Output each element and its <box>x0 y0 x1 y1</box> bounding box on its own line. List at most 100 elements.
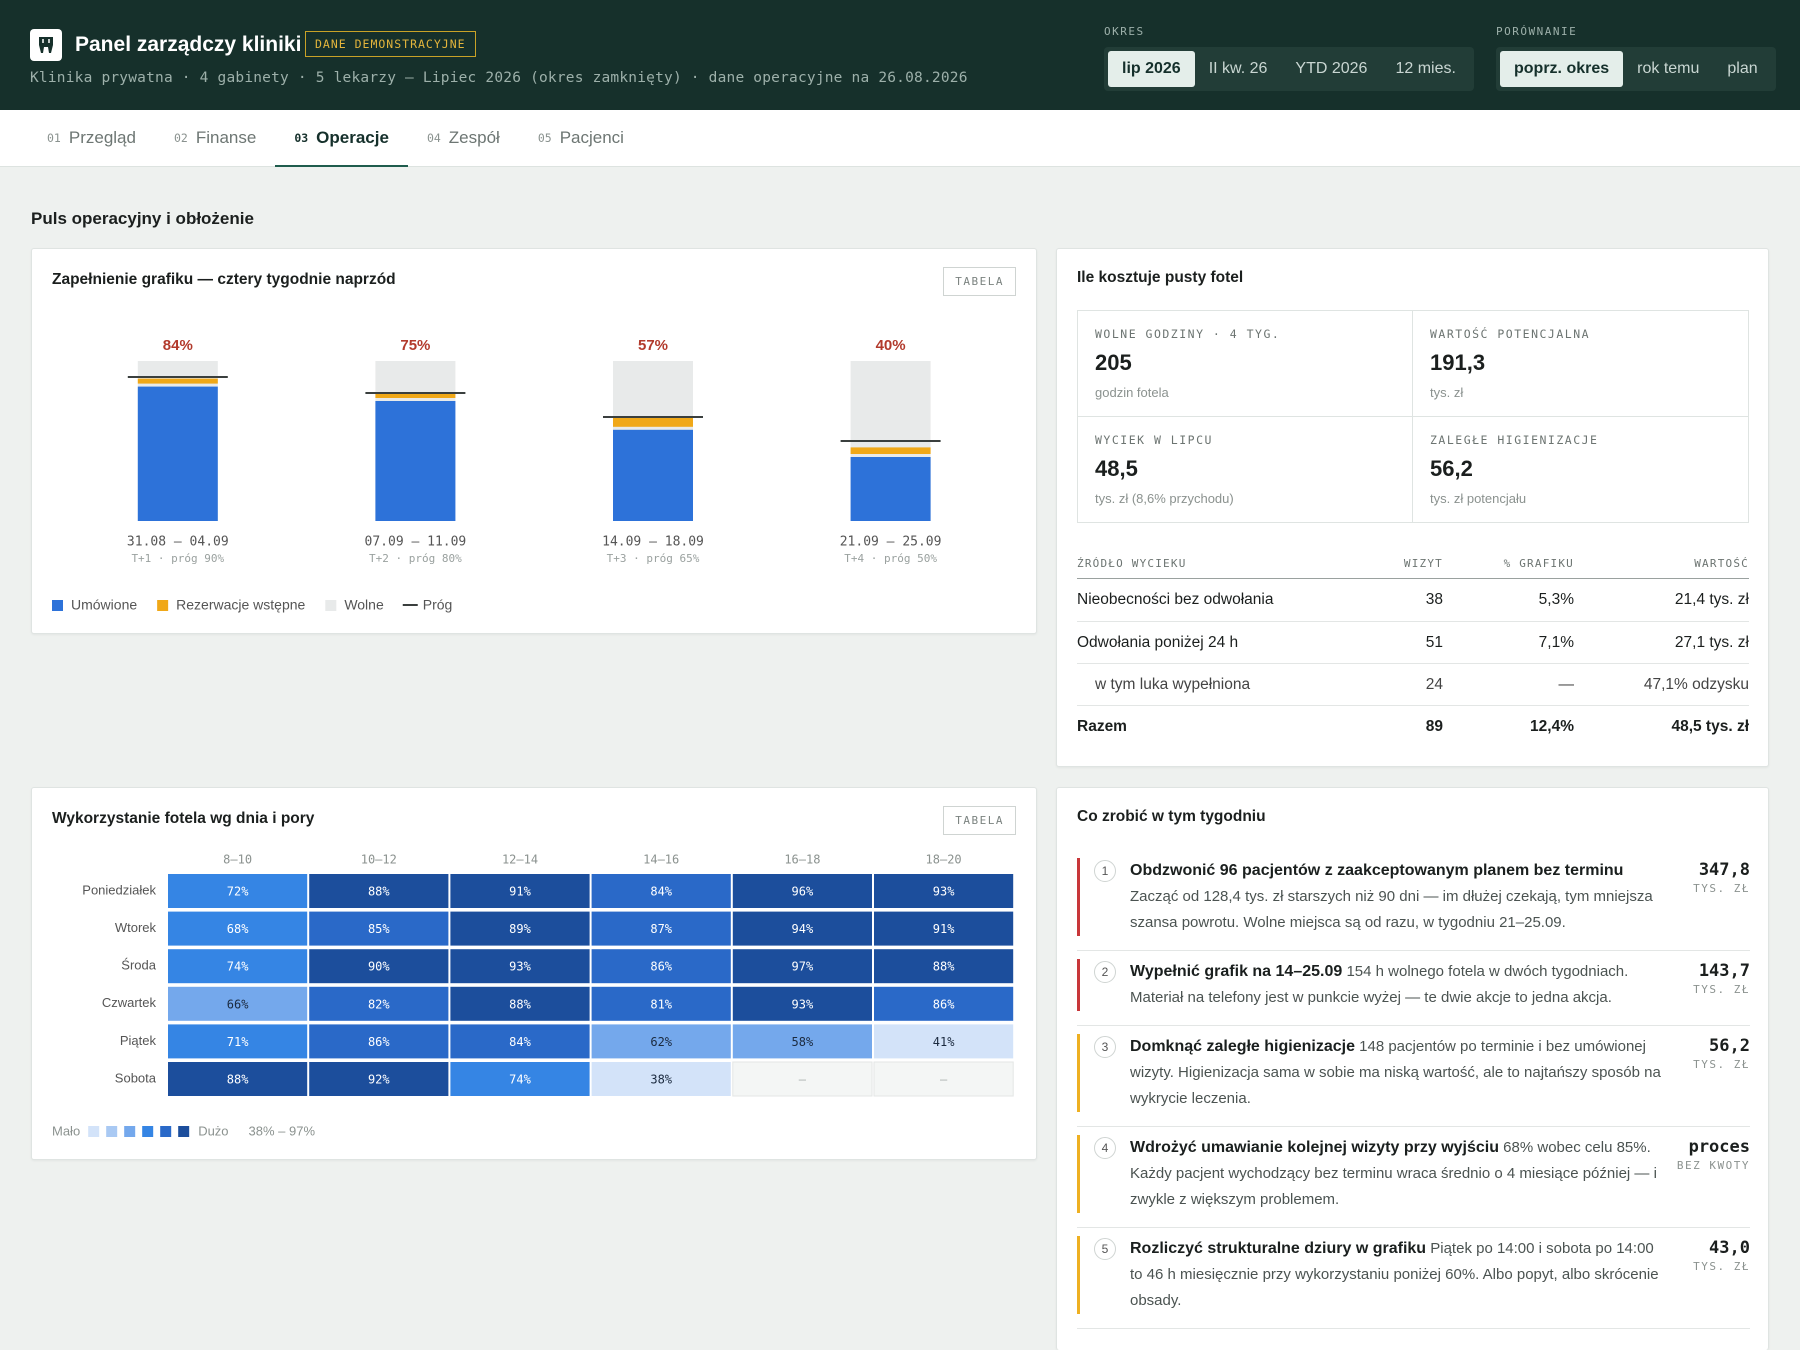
option[interactable]: YTD 2026 <box>1281 51 1381 87</box>
cell-label: 88% <box>509 997 531 1011</box>
tab[interactable]: 01 Przegląd <box>28 110 155 167</box>
table-cell: — <box>1558 675 1575 693</box>
priority-bar <box>1077 1034 1080 1112</box>
table-row: w tym luka wypełniona 24 — 47,1% odzysku <box>1077 663 1749 705</box>
heatmap-cell <box>309 949 449 984</box>
heatmap-cell <box>168 1024 308 1059</box>
option[interactable]: plan <box>1713 51 1771 87</box>
action-amount: 56,2 TYS. ZŁ <box>1668 1034 1750 1112</box>
title: Panel zarządczy kliniki <box>75 33 302 56</box>
table-cell: 89 <box>1425 717 1443 735</box>
cell-label: 85% <box>368 922 390 936</box>
cell-label: 84% <box>650 885 672 899</box>
cell-label: 89% <box>509 922 531 936</box>
amount-value: 143,7 <box>1698 961 1750 981</box>
heatmap-cell <box>591 911 731 946</box>
legend-swatch <box>52 600 63 611</box>
tab-number: 04 <box>426 130 441 145</box>
cell-label: 88% <box>227 1073 249 1087</box>
legend-swatch <box>160 1126 172 1137</box>
option[interactable]: 12 mies. <box>1381 51 1469 87</box>
booked-bar <box>375 401 456 521</box>
amount-value: proces <box>1688 1137 1750 1157</box>
kpi-unit: tys. zł (8,6% przychodu) <box>1095 491 1234 506</box>
table-cell: 7,1% <box>1538 633 1574 651</box>
tabs: 01 Przegląd 02 Finanse 03 Operacje 04 Zespół 05 P… <box>0 110 1800 167</box>
kpi-unit: tys. zł <box>1430 385 1464 400</box>
amount-value: 43,0 <box>1709 1238 1750 1258</box>
cell-label: 86% <box>933 997 955 1011</box>
tab[interactable]: 04 Zespół <box>408 110 519 167</box>
heatmap-cell <box>874 949 1014 984</box>
cell-label: 82% <box>368 997 390 1011</box>
table-row: Odwołania poniżej 24 h 51 7,1% 27,1 tys. zł <box>1077 621 1749 663</box>
legend-swatch <box>157 600 169 611</box>
heatmap-cell <box>309 1062 449 1096</box>
cell-label: 84% <box>509 1035 531 1049</box>
row-label: Środa <box>121 958 156 973</box>
week-label: 31.08 – 04.09 <box>127 535 229 550</box>
heatmap-cell <box>168 1062 308 1096</box>
table-cell: 5,3% <box>1538 591 1574 608</box>
tab[interactable]: 05 Pacjenci <box>519 110 643 167</box>
tab[interactable]: 03 Operacje <box>275 110 408 167</box>
option[interactable]: poprz. okres <box>1500 51 1624 87</box>
cell-label: 91% <box>509 885 531 899</box>
legend-label: Próg <box>423 597 453 613</box>
tab[interactable]: 02 Finanse <box>155 110 275 167</box>
leak-table: ŹRÓDŁO WYCIEKU WIZYT % GRAFIKU WARTOŚĆ Nieob… <box>1077 549 1749 747</box>
legend-high: Dużo <box>198 1123 228 1138</box>
column-label: 14–16 <box>643 853 679 867</box>
heatmap-cell <box>309 1024 449 1059</box>
legend-swatch <box>178 1126 190 1137</box>
cell-label: 93% <box>792 997 814 1011</box>
legend-swatch <box>325 600 337 611</box>
table-cell: 27,1 tys. zł <box>1674 633 1749 651</box>
heatmap-cell <box>591 874 731 908</box>
heatmap-card: 8–10 10–12 12–14 14–16 16–18 18–20 Poniedziałe… <box>31 787 1037 1160</box>
table-button[interactable]: TABELA <box>943 806 1016 835</box>
kpi-unit: tys. zł potencjału <box>1430 491 1527 506</box>
kpi-label: WOLNE GODZINY · 4 TYG. <box>1095 327 1281 341</box>
table-cell: Nieobecności bez odwołania <box>1077 591 1274 608</box>
action-number: 3 <box>1094 1036 1116 1058</box>
action-title: Domknąć zaległe higienizacje <box>1130 1038 1355 1055</box>
booked-bar <box>613 429 693 521</box>
column-label: 18–20 <box>926 853 962 867</box>
value-label: 40% <box>876 337 906 354</box>
cell-label: 58% <box>792 1035 814 1049</box>
logo <box>30 29 62 61</box>
week-sublabel: T+2 · próg 80% <box>369 552 462 565</box>
heatmap-cell <box>450 911 590 946</box>
heatmap-cell <box>732 949 872 984</box>
heatmap-cell <box>450 874 590 908</box>
heatmap-cell <box>591 986 731 1021</box>
cell-label: 68% <box>227 922 249 936</box>
value-label: 57% <box>638 337 668 354</box>
header-cell: WARTOŚĆ <box>1694 557 1749 570</box>
option[interactable]: rok temu <box>1623 51 1713 87</box>
legend-low: Mało <box>52 1123 80 1138</box>
heatmap-cell <box>309 911 449 946</box>
tentative-bar <box>375 393 456 398</box>
table-cell: 48,5 tys. zł <box>1671 717 1749 735</box>
kpi-label: ZALEGŁE HIGIENIZACJE <box>1430 433 1599 447</box>
heatmap-cell <box>732 1061 873 1097</box>
column-label: 8–10 <box>223 853 252 867</box>
heatmap-cell <box>874 874 1014 908</box>
heatmap-chart: 8–10 10–12 12–14 14–16 16–18 18–20 Poniedziałe… <box>52 853 1014 1138</box>
kpi-unit: godzin fotela <box>1095 385 1169 400</box>
kpi: WYCIEK W LIPCU 48,5 tys. zł (8,6% przychod… <box>1078 417 1413 522</box>
action-number: 4 <box>1094 1137 1116 1159</box>
option[interactable]: lip 2026 <box>1108 51 1195 87</box>
empty-chair-card: Ile kosztuje pusty fotel WOLNE GODZINY ·… <box>1056 248 1769 767</box>
subtitle: Klinika prywatna · 4 gabinety · 5 lekarz… <box>30 70 968 86</box>
cell-label: 74% <box>227 960 249 974</box>
amount-unit: TYS. ZŁ <box>1693 1260 1750 1273</box>
legend-swatch <box>106 1126 118 1137</box>
cell-label: 66% <box>227 997 249 1011</box>
tab-label: Pacjenci <box>559 127 624 147</box>
option[interactable]: II kw. 26 <box>1195 51 1282 87</box>
table-button[interactable]: TABELA <box>943 267 1016 296</box>
